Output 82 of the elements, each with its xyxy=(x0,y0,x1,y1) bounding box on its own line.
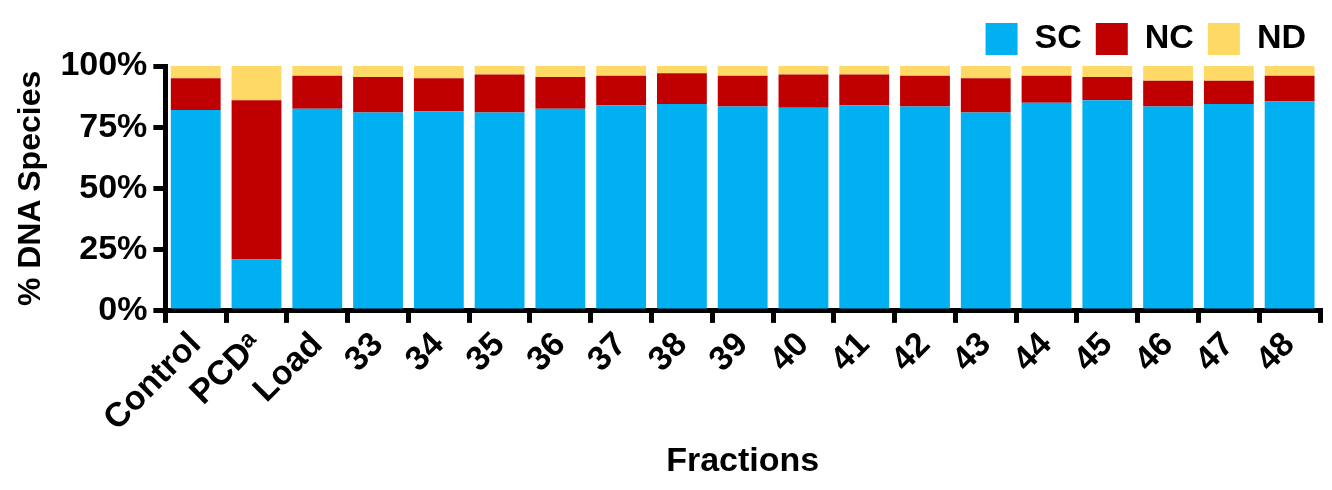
x-tick-label: 33 xyxy=(336,324,390,378)
bar xyxy=(717,106,768,309)
bar xyxy=(292,66,343,76)
bar xyxy=(353,66,403,78)
bar xyxy=(778,107,829,309)
bar xyxy=(1082,100,1133,309)
bar xyxy=(717,66,768,76)
x-tick-label: 42 xyxy=(882,324,937,378)
bar xyxy=(900,66,950,76)
bar xyxy=(1143,66,1193,81)
bar xyxy=(1021,66,1072,76)
x-tick-label: 36 xyxy=(518,324,572,378)
bar xyxy=(656,66,707,74)
x-tick-label: 46 xyxy=(1126,324,1180,378)
x-tick-label: 47 xyxy=(1186,324,1241,378)
bar xyxy=(717,75,768,107)
bar xyxy=(535,77,586,109)
bar xyxy=(778,74,829,108)
bar xyxy=(474,74,525,113)
bar xyxy=(960,78,1011,113)
y-tick-label: 25% xyxy=(79,228,148,267)
y-tick-label: 0% xyxy=(98,289,148,328)
legend-label: NC xyxy=(1144,17,1194,56)
bar xyxy=(1021,75,1072,103)
bar xyxy=(1264,101,1315,309)
bar xyxy=(170,78,221,111)
bar xyxy=(839,105,890,309)
bar xyxy=(231,66,282,101)
bar xyxy=(596,75,647,106)
x-tick-label: 40 xyxy=(761,324,816,378)
bar xyxy=(1021,102,1072,309)
bar xyxy=(960,66,1011,79)
bar xyxy=(413,78,464,112)
bar xyxy=(413,111,464,309)
bar xyxy=(656,103,707,309)
bar xyxy=(1143,80,1193,107)
bar xyxy=(1082,77,1133,101)
y-tick-label: 75% xyxy=(79,105,148,144)
y-tick-label: 50% xyxy=(79,166,148,205)
bar xyxy=(292,75,343,109)
x-tick-label: 43 xyxy=(943,324,998,378)
x-tick-label: 39 xyxy=(700,324,755,378)
x-tick-label: 45 xyxy=(1065,324,1119,378)
bar xyxy=(231,100,282,260)
bar xyxy=(292,108,343,309)
bar xyxy=(596,66,647,76)
bar xyxy=(535,108,586,309)
bar xyxy=(413,66,464,79)
bar xyxy=(1264,75,1315,102)
bar xyxy=(353,77,403,113)
bar xyxy=(231,259,282,309)
bar xyxy=(1203,66,1254,81)
legend-label: SC xyxy=(1034,17,1082,56)
bar xyxy=(596,105,647,309)
x-axis-title: Fractions xyxy=(666,439,820,478)
legend-label: ND xyxy=(1256,17,1306,56)
bar xyxy=(1082,66,1133,78)
bar xyxy=(1203,80,1254,104)
y-axis-title: % DNA Species xyxy=(11,70,48,307)
bar xyxy=(1264,66,1315,76)
x-tick-label: 38 xyxy=(639,324,694,378)
bar xyxy=(170,66,221,79)
bar xyxy=(535,66,586,78)
x-tick-label: 35 xyxy=(457,324,512,378)
bar xyxy=(960,112,1011,309)
x-tick-label: 44 xyxy=(1004,323,1059,378)
x-tick-label: 37 xyxy=(579,324,633,378)
y-tick-label: 100% xyxy=(60,44,148,83)
bar xyxy=(1203,103,1254,309)
bar xyxy=(1143,106,1193,309)
bar xyxy=(474,66,525,75)
bar xyxy=(353,112,403,309)
bar xyxy=(900,75,950,107)
bar xyxy=(900,106,950,309)
x-tick-label: 41 xyxy=(822,324,876,378)
x-tick-label: 34 xyxy=(396,323,451,378)
bar xyxy=(474,112,525,309)
bar xyxy=(839,66,890,75)
bar xyxy=(778,66,829,75)
bar xyxy=(839,74,890,106)
bar xyxy=(656,73,707,104)
x-tick-label: 48 xyxy=(1247,324,1302,378)
